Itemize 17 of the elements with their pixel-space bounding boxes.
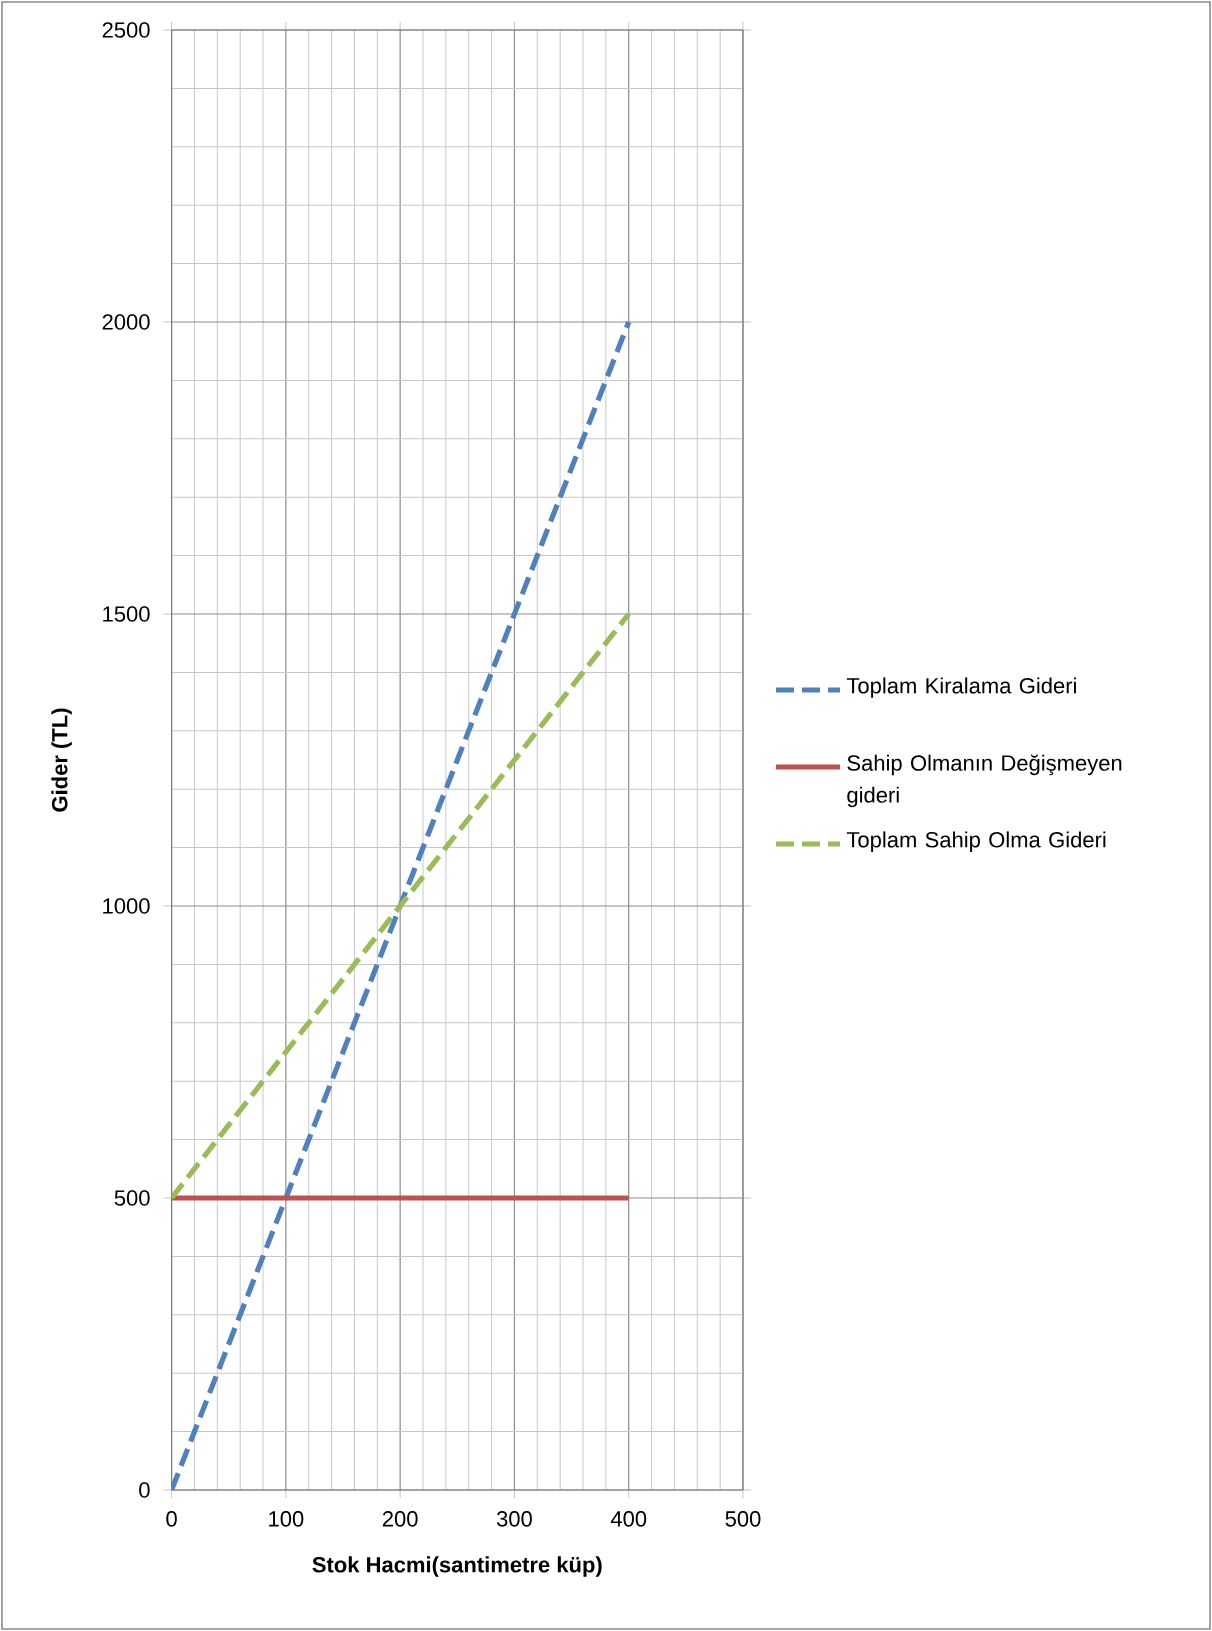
x-tick-label: 300 xyxy=(496,1511,532,1527)
x-tick-label: 400 xyxy=(610,1511,647,1527)
legend-label: Toplam Kiralama Gideri xyxy=(846,677,1076,698)
x-tick-label: 500 xyxy=(725,1511,761,1527)
y-tick-label: 2500 xyxy=(102,22,150,38)
y-axis-title: Gider (TL) xyxy=(51,708,72,812)
y-tick-label: 1500 xyxy=(103,606,150,622)
y-tick-label: 500 xyxy=(114,1190,150,1206)
y-tick-label: 1000 xyxy=(103,898,150,914)
x-axis-title: Stok Hacmi(santimetre küp) xyxy=(312,1556,602,1577)
legend-label: Toplam Sahip Olma Gideri xyxy=(846,831,1106,852)
y-tick-label: 0 xyxy=(139,1482,150,1498)
y-tick-label: 2000 xyxy=(102,314,150,330)
legend-label: Sahip Olmanın Değişmeyen gideri xyxy=(847,754,1122,808)
x-tick-label: 0 xyxy=(166,1511,177,1527)
x-tick-label: 200 xyxy=(382,1511,418,1527)
x-tick-label: 100 xyxy=(269,1511,304,1527)
